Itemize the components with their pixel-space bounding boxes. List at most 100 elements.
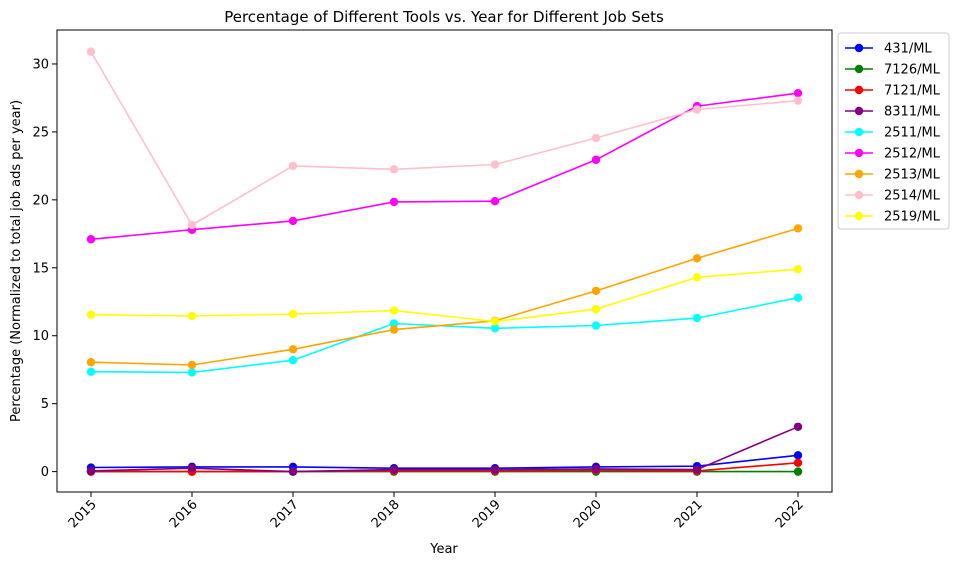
series-line [90, 268, 799, 323]
y-tick-label: 0 [41, 465, 49, 480]
series-layer [86, 47, 803, 476]
plot-frame [56, 29, 833, 493]
legend-item: 2512/ML [845, 147, 941, 162]
x-tick-label: 2020 [571, 497, 605, 531]
data-point [187, 360, 197, 370]
legend-item: 431/ML [845, 42, 932, 57]
data-point [187, 311, 197, 321]
chart-title: Percentage of Different Tools vs. Year f… [224, 8, 664, 26]
y-axis: 0 5 10 15 20 25 30 [32, 57, 57, 480]
data-point [490, 465, 500, 474]
y-tick-label: 25 [32, 125, 49, 140]
x-tick-label: 2019 [470, 497, 504, 531]
data-point [692, 465, 702, 474]
plot-area [56, 29, 833, 493]
series-line [90, 426, 799, 473]
data-point [187, 464, 197, 473]
series-line [91, 462, 799, 473]
data-point [692, 105, 702, 114]
data-point [793, 224, 803, 233]
series-8311-ml [86, 422, 803, 476]
data-point [86, 358, 96, 367]
x-tick-label: 2016 [167, 497, 201, 531]
data-point [187, 220, 197, 230]
data-point [389, 306, 399, 315]
legend-marker [854, 85, 864, 95]
data-point [490, 324, 500, 333]
x-tick-label: 2017 [268, 497, 302, 531]
data-point [490, 317, 500, 326]
data-point [288, 309, 298, 319]
y-tick-label: 20 [32, 193, 49, 208]
data-point [490, 197, 500, 206]
y-tick-label: 5 [41, 397, 49, 412]
data-point [793, 422, 803, 431]
legend-marker [854, 64, 864, 74]
x-axis-title: Year [429, 542, 458, 557]
legend-label: 2519/ML [884, 210, 941, 225]
legend-item: 2519/ML [845, 210, 941, 225]
data-point [692, 313, 702, 323]
series-line [90, 454, 799, 470]
x-tick-label: 2021 [672, 497, 706, 531]
data-point [389, 325, 399, 334]
legend-item: 8311/ML [845, 105, 941, 120]
data-point [692, 273, 702, 282]
legend-marker [854, 211, 864, 221]
data-point [86, 310, 96, 319]
y-tick-label: 15 [32, 261, 49, 276]
series-line [90, 296, 799, 374]
data-point [187, 368, 197, 377]
legend-item: 2511/ML [845, 126, 941, 141]
legend-item: 2514/ML [845, 189, 941, 204]
legend-item: 7126/ML [845, 63, 941, 78]
legend: 431/ML 7126/ML 7121/ML 8311/ML 2511/ML 2512/M… [837, 32, 950, 230]
data-point [288, 216, 298, 226]
legend-marker [854, 169, 864, 179]
legend-marker [854, 43, 864, 53]
legend-label: 8311/ML [884, 105, 941, 120]
data-point [86, 466, 96, 476]
data-point [591, 133, 601, 143]
legend-label: 7121/ML [884, 84, 941, 99]
data-point [591, 286, 601, 296]
data-point [288, 161, 298, 171]
y-tick-label: 30 [32, 57, 49, 72]
data-point [793, 96, 803, 105]
data-point [86, 367, 96, 376]
legend-label: 2514/ML [884, 189, 941, 204]
series-2519-ml [86, 264, 803, 326]
data-point [793, 467, 803, 476]
data-point [793, 458, 803, 467]
series-2513-ml [86, 224, 803, 370]
series-line [90, 51, 799, 227]
legend-item: 7121/ML [845, 84, 941, 99]
legend-marker [854, 106, 864, 116]
data-point [86, 235, 96, 244]
data-point [793, 451, 803, 460]
legend-marker [854, 148, 864, 158]
legend-marker [854, 127, 864, 137]
series-2514-ml [86, 47, 803, 230]
x-tick-label: 2015 [66, 497, 100, 531]
y-tick-label: 10 [32, 329, 49, 344]
x-tick-label: 2018 [369, 497, 403, 531]
data-point [591, 305, 601, 314]
data-point [389, 319, 399, 328]
data-point [490, 160, 500, 169]
legend-marker [854, 190, 864, 200]
data-point [591, 321, 601, 330]
legend-label: 2512/ML [884, 147, 941, 162]
data-point [389, 165, 399, 174]
data-point [793, 264, 803, 274]
legend-item: 2513/ML [845, 168, 941, 183]
legend-label: 431/ML [884, 42, 932, 57]
data-point [389, 197, 399, 207]
legend-label: 2511/ML [884, 126, 941, 141]
legend-label: 2513/ML [884, 168, 941, 183]
legend-frame [837, 32, 950, 230]
data-point [793, 88, 803, 98]
data-point [288, 355, 298, 365]
data-point [288, 345, 298, 354]
